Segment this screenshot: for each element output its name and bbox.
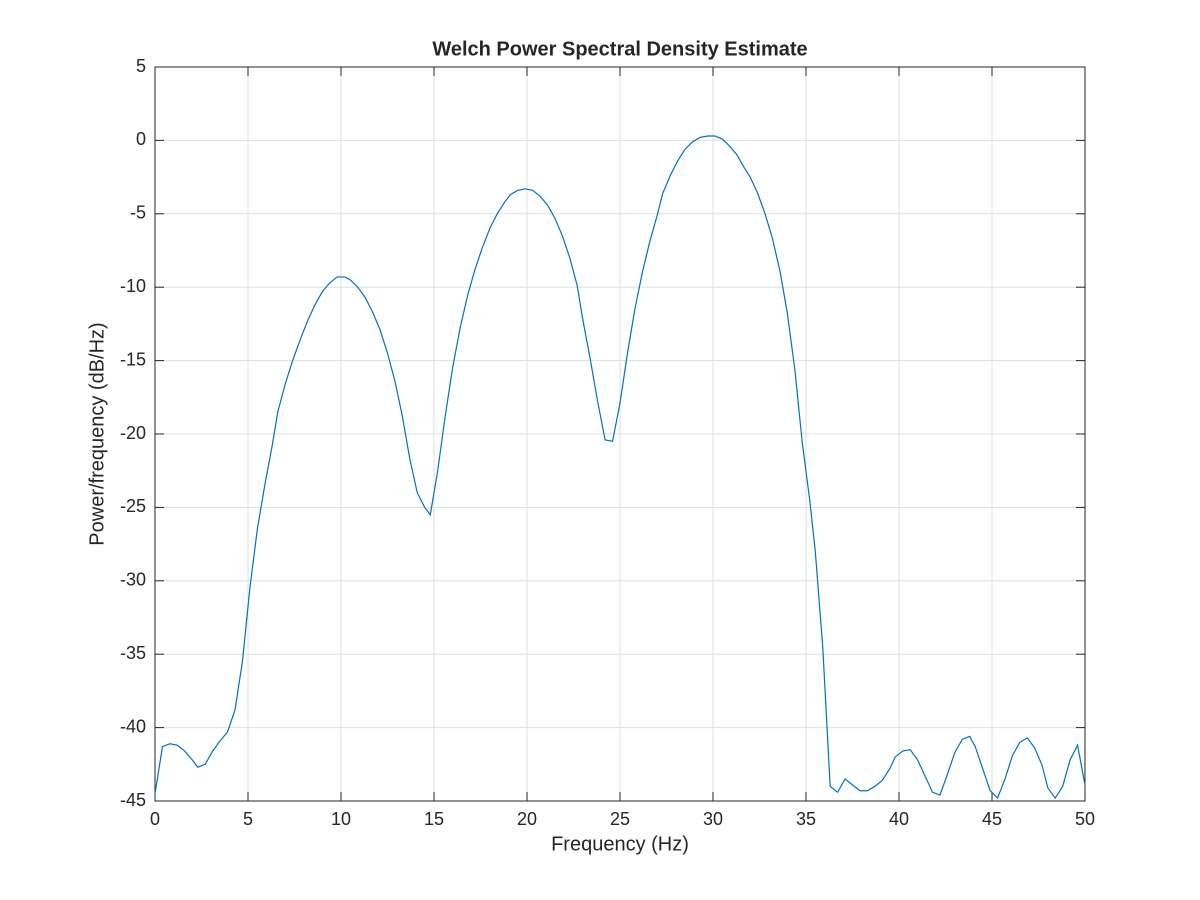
x-tick-label: 30 — [703, 809, 723, 829]
x-tick-label: 45 — [982, 809, 1002, 829]
x-tick-label: 35 — [796, 809, 816, 829]
y-tick-label: 0 — [136, 129, 146, 149]
x-tick-label: 25 — [610, 809, 630, 829]
y-tick-label: -45 — [120, 790, 146, 810]
x-tick-label: 50 — [1075, 809, 1095, 829]
x-tick-label: 5 — [243, 809, 253, 829]
y-axis-label: Power/frequency (dB/Hz) — [86, 322, 108, 545]
x-axis-label: Frequency (Hz) — [551, 833, 689, 855]
x-tick-label: 15 — [424, 809, 444, 829]
y-tick-label: -40 — [120, 716, 146, 736]
y-tick-label: -30 — [120, 570, 146, 590]
x-tick-label: 40 — [889, 809, 909, 829]
y-tick-label: -25 — [120, 496, 146, 516]
y-tick-label: -5 — [130, 203, 146, 223]
plot-frame — [154, 66, 1086, 802]
y-tick-label: 5 — [136, 56, 146, 76]
x-tick-label: 0 — [150, 809, 160, 829]
x-tick-label: 10 — [331, 809, 351, 829]
chart-title: Welch Power Spectral Density Estimate — [432, 38, 807, 60]
y-tick-label: -15 — [120, 349, 146, 369]
y-tick-label: -35 — [120, 643, 146, 663]
y-tick-label: -20 — [120, 423, 146, 443]
y-tick-label: -10 — [120, 276, 146, 296]
x-tick-label: 20 — [517, 809, 537, 829]
series-line — [154, 135, 1086, 800]
